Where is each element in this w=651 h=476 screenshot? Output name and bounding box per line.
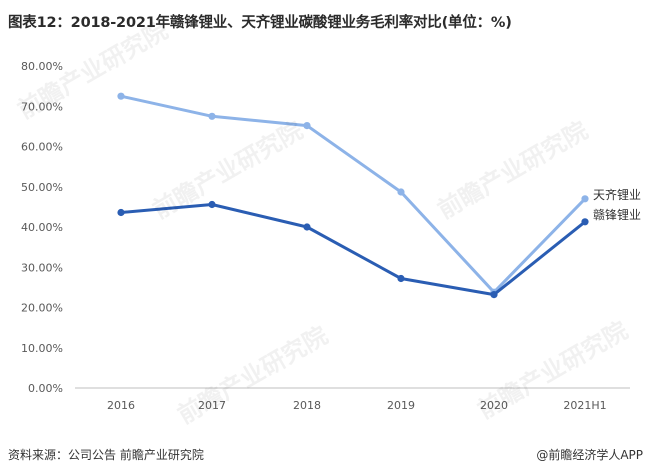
- x-tick-label: 2016: [107, 399, 135, 412]
- y-tick-label: 10.00%: [21, 342, 63, 355]
- y-tick-label: 50.00%: [21, 181, 63, 194]
- data-point: [117, 92, 125, 100]
- data-point: [581, 195, 589, 203]
- x-tick-label: 2017: [198, 399, 226, 412]
- data-point: [581, 218, 589, 226]
- series-label: 天齐锂业: [593, 187, 641, 202]
- y-tick-label: 80.00%: [21, 60, 63, 73]
- x-tick-label: 2019: [387, 399, 415, 412]
- y-tick-label: 30.00%: [21, 261, 63, 274]
- series-line: [119, 94, 587, 294]
- brand-credit: @前瞻经济学人APP: [536, 448, 643, 462]
- y-axis-ticks: 0.00% 10.00% 20.00% 30.00% 40.00% 50.00% 60.00…: [21, 60, 63, 395]
- series-layer: [117, 92, 589, 299]
- data-point: [117, 208, 125, 217]
- x-tick-label: 2018: [293, 399, 321, 412]
- y-tick-label: 60.00%: [21, 141, 63, 154]
- data-point: [303, 223, 311, 231]
- data-point: [397, 274, 405, 283]
- data-point: [208, 112, 216, 120]
- series-label: 赣锋锂业: [593, 207, 641, 222]
- y-tick-label: 40.00%: [21, 221, 63, 234]
- data-point: [490, 291, 498, 299]
- data-point: [303, 122, 311, 130]
- x-tick-label: 2021H1: [563, 399, 606, 412]
- x-axis-ticks: 2016 2017 2018 2019 2020 2021H1: [107, 399, 607, 412]
- x-tick-label: 2020: [480, 399, 508, 412]
- y-tick-label: 70.00%: [21, 100, 63, 113]
- data-point: [397, 188, 405, 196]
- chart-title: 图表12：2018-2021年赣锋锂业、天齐锂业碳酸锂业务毛利率对比(单位：%): [8, 15, 512, 31]
- data-point: [208, 200, 216, 209]
- y-tick-label: 0.00%: [28, 382, 63, 395]
- y-tick-label: 20.00%: [21, 302, 63, 315]
- source-note: 资料来源：公司公告 前瞻产业研究院: [8, 448, 204, 462]
- series-line: [119, 203, 587, 297]
